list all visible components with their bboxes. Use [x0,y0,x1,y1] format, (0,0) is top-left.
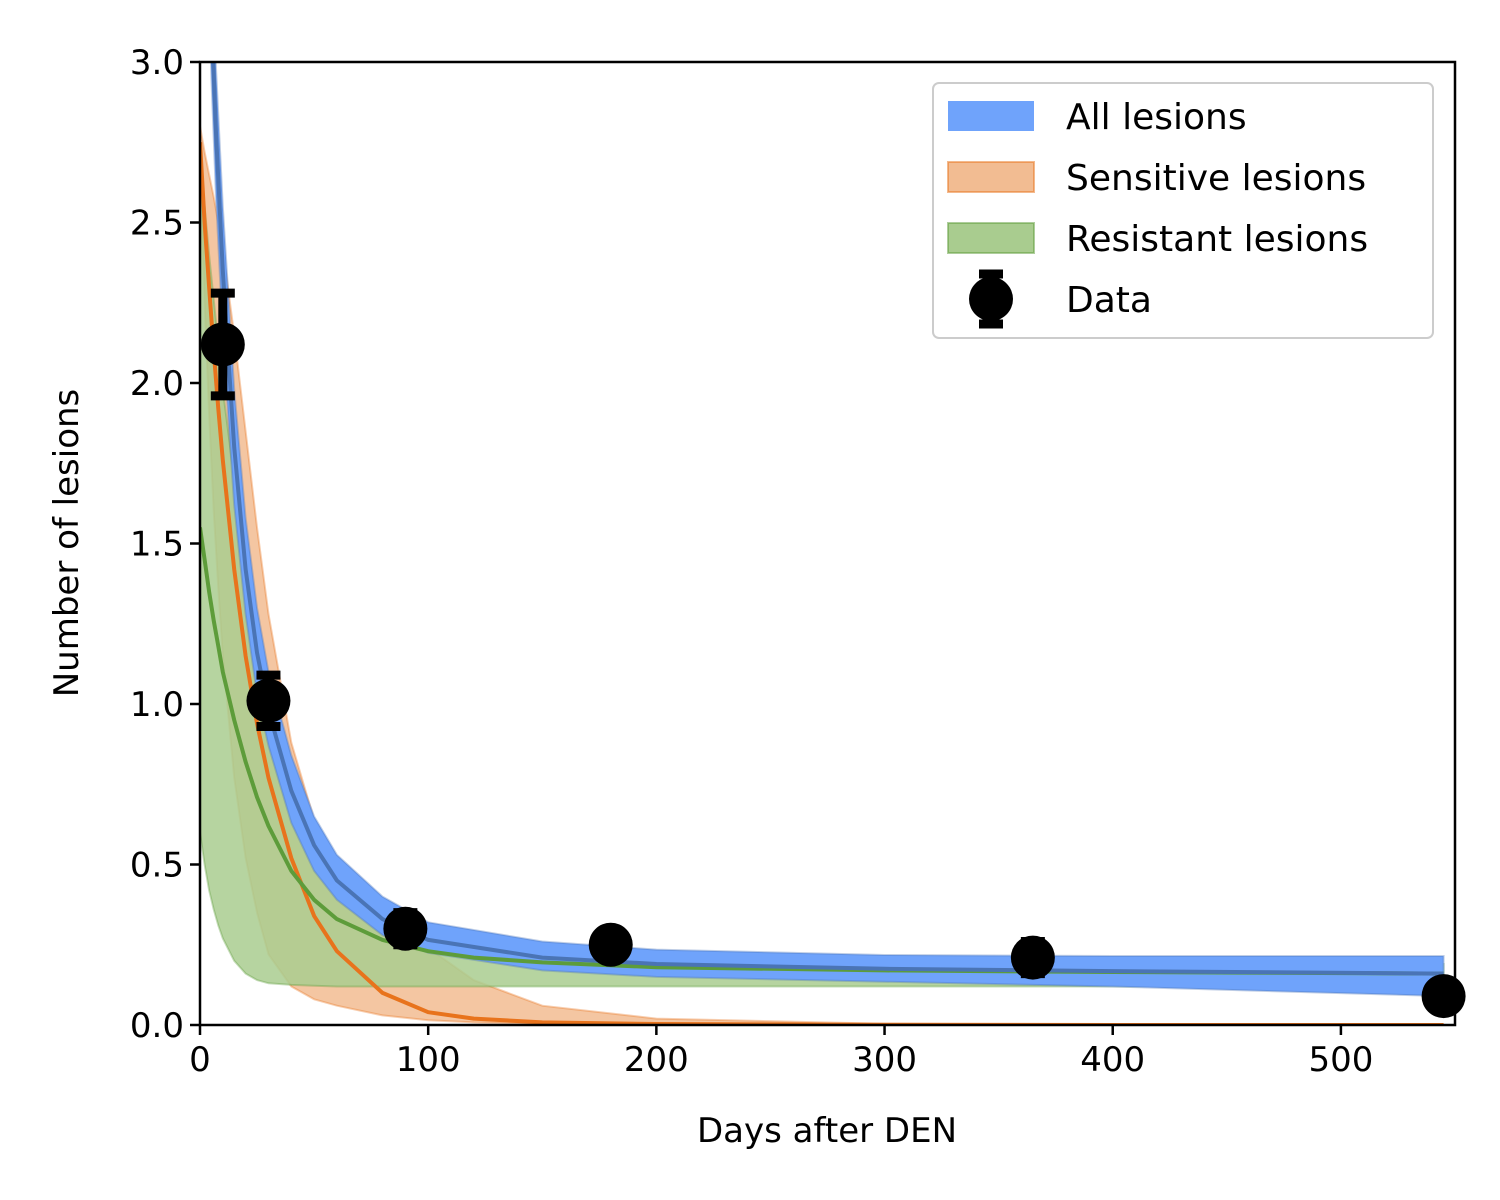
y-tick-label: 3.0 [130,43,184,83]
legend: All lesions Sensitive lesions Resistant … [932,82,1434,339]
legend-label-sensitive-lesions: Sensitive lesions [1066,158,1366,199]
legend-marker-data [969,269,1013,329]
y-axis-title: Number of lesions [47,389,87,698]
y-axis: 0.0 0.5 1.0 1.5 2.0 2.5 3.0 [130,43,200,1046]
x-tick-label: 0 [189,1040,211,1080]
y-tick-label: 2.5 [130,204,184,244]
y-tick-label: 1.5 [130,525,184,565]
x-tick-label: 500 [1308,1040,1373,1080]
legend-swatch-sensitive-lesions [947,161,1035,193]
legend-label-data: Data [1066,280,1152,321]
x-tick-label: 200 [624,1040,689,1080]
legend-label-all-lesions: All lesions [1066,97,1247,138]
data-marker [588,922,633,967]
y-tick-label: 0.0 [130,1006,184,1046]
x-axis: 0 100 200 300 400 500 [189,1025,1373,1080]
data-marker [1010,935,1055,980]
y-tick-label: 0.5 [130,846,184,886]
legend-label-resistant-lesions: Resistant lesions [1066,219,1368,260]
line-resistant-lesions [200,527,1444,976]
line-sensitive-lesions [200,142,1444,1025]
data-marker [1421,974,1466,1019]
y-tick-label: 1.0 [130,685,184,725]
legend-frame [932,82,1434,339]
legend-swatch-resistant-lesions [947,222,1035,254]
data-point [383,906,428,951]
plot-area [200,62,1445,1025]
data-point [1010,935,1055,980]
x-tick-label: 300 [852,1040,917,1080]
data-point [200,288,245,401]
data-marker [246,678,291,723]
data-point [588,922,633,967]
legend-swatch-all-lesions [948,101,1034,131]
x-tick-label: 400 [1080,1040,1145,1080]
x-axis-title: Days after DEN [697,1111,957,1151]
line-all-lesions [211,62,1444,976]
data-point [1421,974,1466,1019]
x-tick-label: 100 [396,1040,461,1080]
data-marker [383,906,428,951]
data-point [246,670,291,731]
data-marker [200,322,245,367]
y-tick-label: 2.0 [130,364,184,404]
